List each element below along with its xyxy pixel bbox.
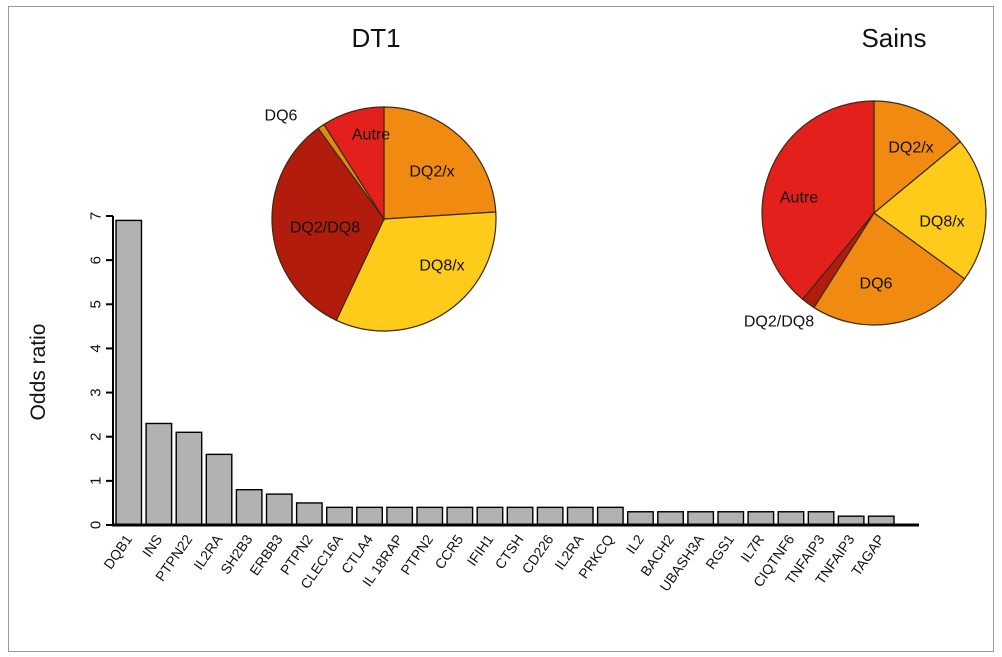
- category-label-cd226-14: CD226: [518, 531, 556, 576]
- y-tick-label-4: 4: [88, 344, 105, 352]
- bar-il-18rap-9: [386, 506, 414, 526]
- bar-bach2-18: [657, 511, 684, 526]
- pie-slice-dq2-x: [383, 106, 497, 220]
- bar-ubash3a-19: [687, 511, 715, 526]
- pie-slice-dq2-x: [873, 100, 962, 215]
- bar-sh2b3-4: [235, 488, 263, 526]
- pie-label-dq2-dq8: DQ2/DQ8: [290, 220, 360, 237]
- category-label-ins-1: INS: [139, 532, 165, 560]
- pie-slice-autre: [761, 100, 875, 301]
- bar-ptpn2-10: [416, 506, 444, 526]
- figure-frame: 0 1 2 3 4 5 6 7 DQB1 INS PTPN22 IL2RA SH2B3 ERBB3 PTPN…: [8, 6, 994, 652]
- pie-label-autre: Autre: [780, 190, 818, 207]
- bar-ifih1-12: [476, 506, 504, 526]
- pie-label-dq8-x: DQ8/x: [419, 258, 464, 275]
- y-tick-label-1: 1: [88, 477, 105, 485]
- bar-erbb3-5: [265, 493, 293, 526]
- pie-chart-dt1: DQ2/x DQ8/x DQ2/DQ8 DQ6 Autre DT1: [265, 23, 497, 332]
- y-tick-label-0: 0: [88, 521, 105, 529]
- y-axis-label: Odds ratio: [27, 324, 50, 421]
- pie-chart-sains: DQ2/x DQ8/x DQ6 DQ2/DQ8 Autre Sains: [744, 23, 987, 331]
- pie-label-dq6: DQ6: [860, 276, 893, 293]
- pie-slice-dq8-x: [873, 140, 987, 280]
- y-tick-label-2: 2: [88, 433, 105, 441]
- category-label-dqb1-0: DQB1: [100, 531, 135, 572]
- pie-slice-dq6: [813, 212, 966, 326]
- pie-label-autre: Autre: [352, 127, 390, 144]
- category-label-ptpn2-10: PTPN2: [397, 531, 436, 577]
- category-label-ccr5-11: CCR5: [431, 531, 466, 572]
- pie-slice-dq8-x: [335, 211, 497, 332]
- bar-dqb1-0: [115, 219, 143, 526]
- bar-il2-17: [627, 511, 654, 526]
- bar-ins-1: [145, 422, 173, 526]
- y-tick-label-5: 5: [88, 300, 105, 308]
- y-tick-label-3: 3: [88, 388, 105, 396]
- pie-label-dq2-x: DQ2/x: [409, 164, 454, 181]
- pie-slice-autre: [323, 106, 385, 222]
- category-label-il7r-21: IL7R: [737, 532, 767, 565]
- bar-ptpn22-2: [175, 431, 203, 526]
- y-tick-label-6: 6: [88, 256, 105, 264]
- bar-ptpn2-6: [295, 502, 323, 526]
- bar-ctla4-8: [356, 506, 383, 526]
- bar-clec16a-7: [326, 506, 353, 526]
- bar-cd226-14: [536, 506, 564, 526]
- pie-label-dq8-x: DQ8/x: [919, 214, 964, 231]
- bar-il2ra-3: [205, 453, 233, 526]
- category-label-il2-17: IL2: [623, 531, 647, 556]
- bar-ccr5-11: [446, 506, 474, 526]
- bar-il2ra-15: [566, 506, 594, 526]
- category-label-rgs1-20: RGS1: [702, 531, 737, 572]
- pie-title-dt1: DT1: [351, 23, 400, 53]
- bar-rgs1-20: [717, 511, 745, 526]
- pie-label-dq6: DQ6: [265, 108, 298, 125]
- pie-label-dq2-x: DQ2/x: [888, 140, 933, 157]
- pie-slice-dq2-dq8: [271, 127, 385, 322]
- bar-tnfaip3-23: [807, 511, 835, 526]
- bar-ctsh-13: [506, 506, 534, 526]
- bar-ciqtnf6-22: [777, 511, 805, 526]
- bar-il7r-21: [747, 511, 775, 526]
- bar-prkcq-16: [596, 506, 624, 526]
- y-tick-label-7: 7: [88, 212, 105, 220]
- pie-title-sains: Sains: [861, 23, 926, 53]
- pie-label-dq2-dq8: DQ2/DQ8: [744, 314, 814, 331]
